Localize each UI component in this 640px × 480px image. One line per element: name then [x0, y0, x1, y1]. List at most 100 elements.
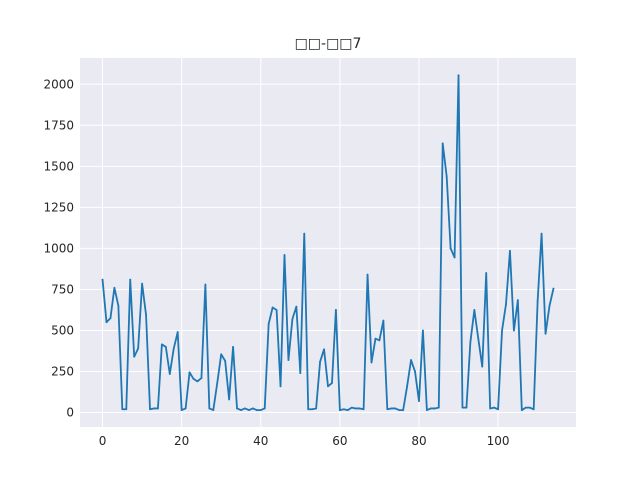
data-point — [251, 407, 254, 410]
data-point — [520, 409, 523, 411]
data-point — [232, 346, 234, 348]
data-point — [244, 407, 246, 410]
data-point — [354, 407, 357, 410]
data-point — [346, 409, 349, 411]
data-point — [303, 232, 306, 235]
data-point — [386, 408, 389, 411]
data-point — [465, 406, 468, 409]
data-point — [485, 272, 488, 274]
data-point — [117, 304, 120, 307]
data-point — [240, 409, 242, 411]
data-point — [295, 305, 298, 308]
x-tick-label: 40 — [253, 434, 268, 448]
data-point — [168, 373, 171, 375]
data-point — [149, 408, 151, 411]
data-point — [160, 343, 163, 346]
y-tick-label: 1250 — [43, 200, 74, 214]
data-point — [271, 306, 274, 309]
data-point — [418, 400, 420, 402]
data-point — [410, 359, 412, 361]
x-tick-label: 100 — [487, 434, 510, 448]
data-point — [406, 385, 409, 388]
data-point — [137, 347, 140, 350]
data-point — [505, 303, 507, 306]
data-point — [125, 408, 128, 411]
data-point — [113, 286, 116, 289]
data-point — [184, 407, 187, 410]
data-point — [449, 247, 452, 250]
data-point — [414, 370, 416, 373]
y-tick-label: 1000 — [43, 241, 74, 255]
data-point — [394, 407, 397, 410]
data-point — [350, 406, 353, 409]
data-point — [307, 408, 310, 411]
data-point — [319, 360, 321, 363]
data-point — [509, 249, 511, 252]
data-point — [153, 407, 155, 410]
data-point — [180, 409, 183, 411]
data-point — [133, 355, 136, 358]
data-point — [216, 382, 219, 384]
data-point — [402, 409, 405, 411]
data-point — [141, 282, 144, 285]
data-point — [323, 348, 325, 351]
data-point — [196, 380, 199, 383]
data-point — [477, 337, 480, 340]
data-point — [497, 408, 499, 411]
data-point — [544, 332, 547, 335]
data-point — [204, 283, 207, 286]
data-point — [382, 319, 385, 322]
data-point — [263, 407, 266, 410]
plot-area — [80, 58, 576, 427]
data-point — [437, 406, 440, 409]
data-point — [342, 408, 345, 411]
data-point — [469, 341, 472, 343]
y-tick-label: 750 — [51, 282, 74, 296]
data-point — [453, 256, 456, 259]
data-point — [109, 317, 112, 320]
data-point — [192, 378, 195, 380]
data-point — [493, 406, 496, 409]
data-point — [398, 409, 401, 411]
data-point — [224, 359, 227, 362]
data-point — [390, 407, 393, 410]
data-point — [157, 407, 159, 410]
data-point — [548, 304, 551, 307]
data-point — [188, 371, 191, 374]
x-tick-label: 80 — [411, 434, 426, 448]
data-point — [101, 278, 104, 281]
data-point — [516, 299, 519, 302]
data-point — [299, 372, 302, 375]
data-point — [528, 406, 531, 409]
data-point — [176, 331, 179, 334]
data-point — [279, 385, 282, 388]
data-point — [105, 321, 108, 324]
data-point — [429, 407, 432, 410]
chart-title: □□-□□7 — [295, 36, 362, 52]
data-point — [259, 409, 262, 411]
data-point — [291, 318, 294, 320]
data-point — [315, 407, 318, 410]
y-tick-label: 500 — [51, 323, 74, 337]
data-point — [540, 232, 543, 235]
data-point — [378, 339, 381, 342]
data-point — [331, 382, 333, 384]
data-point — [208, 407, 211, 410]
data-point — [283, 254, 286, 256]
data-point — [513, 329, 515, 332]
x-tick-label: 20 — [174, 434, 189, 448]
data-point — [327, 385, 329, 388]
y-tick-label: 2000 — [43, 77, 74, 91]
data-point — [362, 408, 365, 411]
y-tick-label: 1750 — [43, 118, 74, 132]
data-point — [489, 407, 492, 410]
data-point — [358, 407, 361, 410]
data-point — [172, 347, 175, 350]
data-point — [473, 309, 476, 311]
data-point — [441, 142, 444, 145]
data-point — [422, 329, 424, 332]
data-point — [311, 408, 314, 411]
data-point — [366, 273, 369, 276]
data-point — [461, 406, 464, 409]
x-tick-label: 0 — [99, 434, 107, 448]
